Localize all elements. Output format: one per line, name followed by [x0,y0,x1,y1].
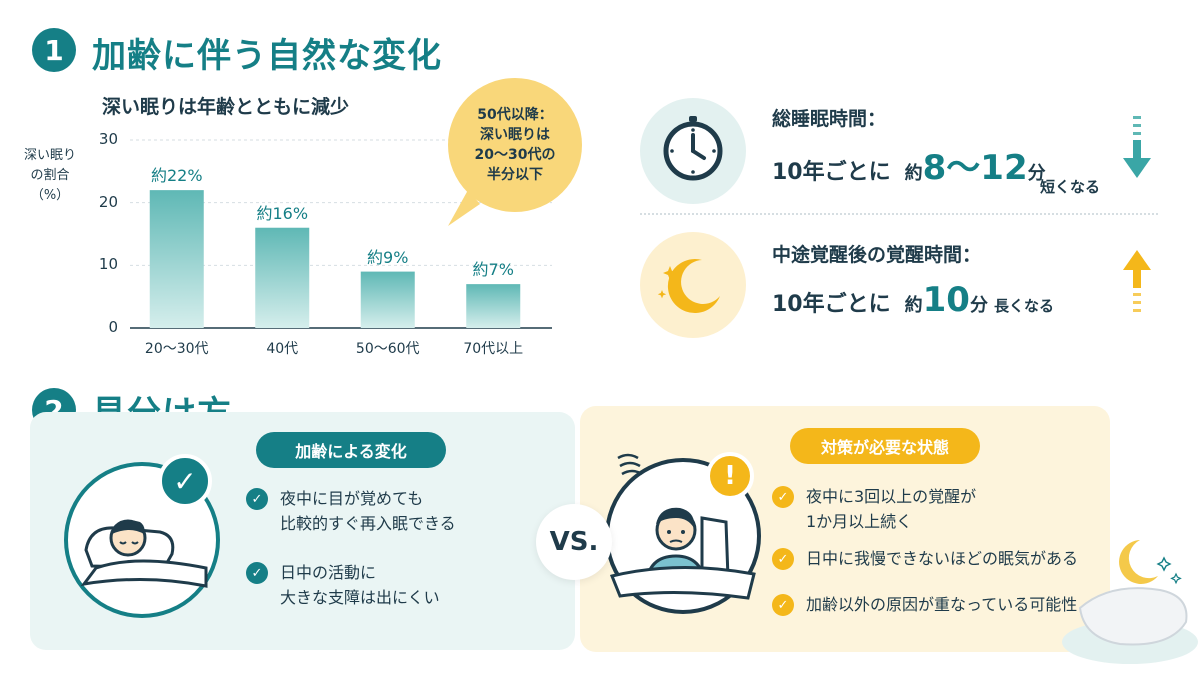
section-1-title: 加齢に伴う自然な変化 [92,36,442,76]
check-icon: ✓ [772,486,794,508]
bar-chart [130,139,552,329]
moon-icon [657,259,720,314]
chart-title: 深い眠りは年齢とともに減少 [102,96,350,118]
bubble-line: 20～30代の [474,147,556,163]
total-sleep-line: 10年ごとに 約 8～12 分 [772,140,1046,189]
check-icon: ✓ [246,562,268,584]
arrow-down-icon [1123,116,1151,178]
wake-time-title: 中途覚醒後の覚醒時間： [772,244,982,266]
total-sleep-approx: 約 [904,163,923,184]
bubble-line: 50代以降： [477,107,553,123]
y-tick-label: 0 [108,318,118,336]
bar-data-label: 約16% [256,203,309,223]
bar [466,284,521,328]
vs-badge: VS. [536,504,612,580]
clock-icon [663,116,723,181]
bubble-tail [448,190,480,226]
clock-icon-circle [640,98,746,204]
pillow-moon-decoration [1062,540,1198,664]
bubble-line: 深い眠りは [480,127,550,143]
total-sleep-prefix: 10年ごとに [772,160,891,185]
wake-time-suffix: 長くなる [993,297,1054,315]
bar [360,271,415,328]
bar-data-label: 約22% [150,166,203,186]
list-item: ✓ 日中に我慢できないほどの眠気がある [772,546,1078,571]
y-tick-label: 20 [98,192,118,211]
stats-divider [640,213,1158,215]
list-item: ✓ 加齢以外の原因が重なっている可能性 [772,592,1077,617]
list-item: ✓ 日中の活動に 大きな支障は出にくい [246,560,440,610]
check-badge-icon: ✓ [158,454,212,508]
check-icon: ✓ [772,594,794,616]
action-needed-label: 対策が必要な状態 [790,428,980,464]
x-tick-label: 50～60代 [355,341,420,357]
total-sleep-unit: 分 [1027,163,1046,184]
chart-y-axis-label: 深い眠り の割合 （%） [23,148,76,203]
wake-time-line: 10年ごとに 約 10 分 長くなる [772,280,1054,320]
y-tick-label: 30 [98,130,118,148]
moon-icon-circle [640,232,746,338]
total-sleep-value: 8～12 [922,148,1028,188]
check-icon: ✓ [772,548,794,570]
wake-time-unit: 分 [969,295,988,316]
list-item: ✓ 夜中に3回以上の覚醒が 1か月以上続く [772,484,976,534]
speech-bubble: 50代以降： 深い眠りは 20～30代の 半分以下 [448,78,582,212]
bar [255,227,310,328]
wake-time-value: 10 [922,280,970,320]
total-sleep-title: 総睡眠時間： [772,108,887,130]
y-tick-label: 10 [98,255,118,274]
bar [149,190,204,328]
bar-data-label: 約7% [472,260,514,280]
wake-time-approx: 約 [904,295,923,316]
section-1-number: 1 [32,28,76,72]
x-tick-label: 20～30代 [144,341,209,357]
x-tick-label: 40代 [266,341,299,357]
check-icon: ✓ [246,488,268,510]
bubble-line: 半分以下 [487,167,543,183]
list-item: ✓ 夜中に目が覚めても 比較的すぐ再入眠できる [246,486,456,536]
x-tick-label: 70代以上 [463,341,524,357]
wake-time-prefix: 10年ごとに [772,292,891,317]
total-sleep-suffix: 短くなる [1040,178,1101,196]
aging-change-label: 加齢による変化 [256,432,446,468]
bar-data-label: 約9% [367,247,409,267]
exclamation-badge-icon: ! [706,452,754,500]
arrow-up-icon [1123,250,1151,312]
